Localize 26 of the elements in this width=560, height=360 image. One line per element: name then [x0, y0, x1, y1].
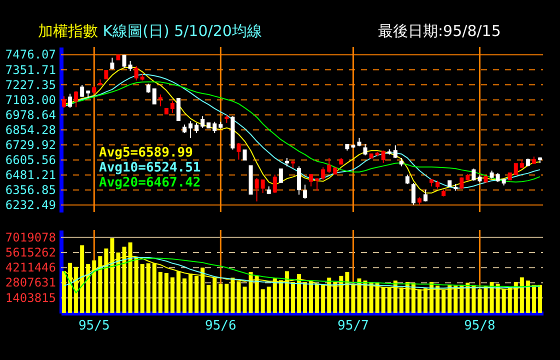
y-tick-label: 7019078 [5, 230, 56, 244]
chart-title: 加權指數 [38, 22, 98, 40]
y-tick-label: 7103.00 [5, 92, 56, 107]
y-tick-label: 2807631 [5, 276, 56, 290]
text: Avg20=6467.42 [99, 176, 201, 191]
y-tick-label: 6729.92 [5, 138, 56, 152]
y-tick-label: 6854.28 [5, 122, 56, 137]
text: Avg10=6524.51 [99, 160, 201, 176]
y-tick-label: 7351.71 [5, 62, 56, 77]
y-tick-label: 1403815 [5, 290, 56, 305]
series-label: Avg5=6589.99 [99, 146, 193, 161]
y-tick-label: 6481.21 [5, 168, 56, 182]
x-tick-label: 95/8 [464, 318, 496, 334]
x-tick-label: 95/7 [338, 318, 369, 334]
y-tick-label: 7227.35 [5, 78, 56, 92]
y-tick-label: 6232.49 [5, 198, 56, 212]
chart-subtitle: K線圖(日) 5/10/20均線 [102, 22, 262, 40]
y-tick-label: 4211446 [5, 260, 56, 275]
y-tick-label: 6978.64 [5, 108, 56, 122]
y-tick-label: 5615262 [5, 245, 56, 260]
y-tick-label: 7476.07 [5, 48, 56, 62]
text: 最後日期:95/8/15 [378, 22, 501, 41]
y-tick-label: 6356.85 [5, 183, 56, 198]
x-tick-label: 95/5 [78, 318, 110, 334]
y-tick-label: 6605.56 [5, 152, 56, 167]
x-tick-label: 95/6 [205, 318, 236, 334]
